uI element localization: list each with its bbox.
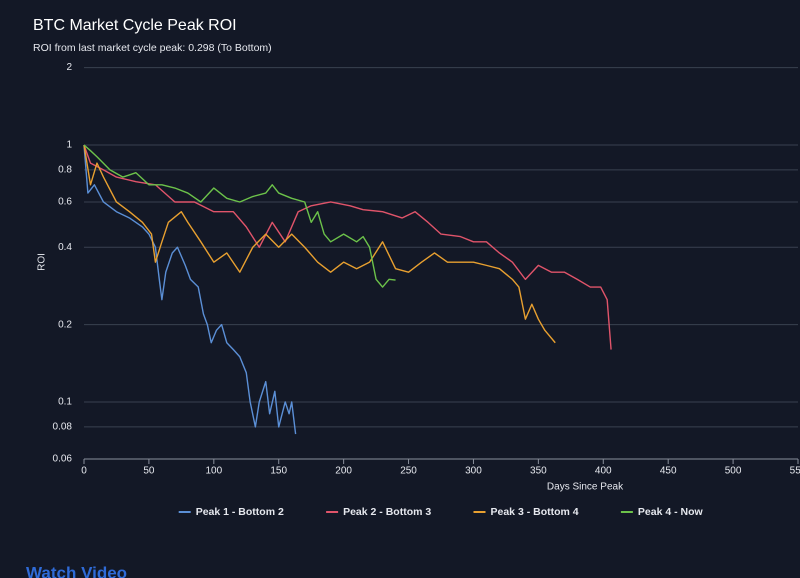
x-tick-label: 50: [143, 466, 155, 477]
legend-label: Peak 2 - Bottom 3: [343, 506, 431, 518]
legend-label: Peak 3 - Bottom 4: [491, 506, 579, 518]
y-axis-title: ROI: [37, 253, 48, 271]
x-tick-label: 250: [400, 466, 417, 477]
chart-title: BTC Market Cycle Peak ROI: [33, 17, 237, 34]
series-line: [83, 144, 612, 350]
series-line: [83, 144, 556, 344]
y-tick-label: 1: [66, 140, 72, 151]
x-tick-label: 200: [335, 466, 352, 477]
x-tick-label: 100: [205, 466, 222, 477]
x-tick-label: 450: [660, 466, 677, 477]
y-tick-label: 0.8: [58, 165, 72, 176]
watch-video-link[interactable]: Watch Video: [26, 563, 127, 578]
x-tick-label: 350: [530, 466, 547, 477]
x-tick-label: 500: [725, 466, 742, 477]
chart-subtitle: ROI from last market cycle peak: 0.298 (…: [33, 42, 272, 54]
y-tick-label: 2: [66, 62, 72, 73]
x-axis-title: Days Since Peak: [547, 482, 624, 493]
series-line: [83, 144, 396, 288]
series-line: [83, 144, 297, 435]
y-tick-label: 0.2: [58, 319, 72, 330]
y-tick-label: 0.08: [53, 422, 73, 433]
x-tick-label: 300: [465, 466, 482, 477]
legend-label: Peak 1 - Bottom 2: [196, 506, 284, 518]
x-tick-label: 400: [595, 466, 612, 477]
x-tick-label: 150: [270, 466, 287, 477]
y-tick-label: 0.6: [58, 197, 72, 208]
y-tick-label: 0.1: [58, 397, 72, 408]
x-tick-label: 0: [81, 466, 87, 477]
y-tick-label: 0.4: [58, 242, 72, 253]
y-tick-label: 0.06: [53, 454, 73, 465]
x-tick-label: 550: [790, 466, 800, 477]
legend-label: Peak 4 - Now: [638, 506, 704, 518]
